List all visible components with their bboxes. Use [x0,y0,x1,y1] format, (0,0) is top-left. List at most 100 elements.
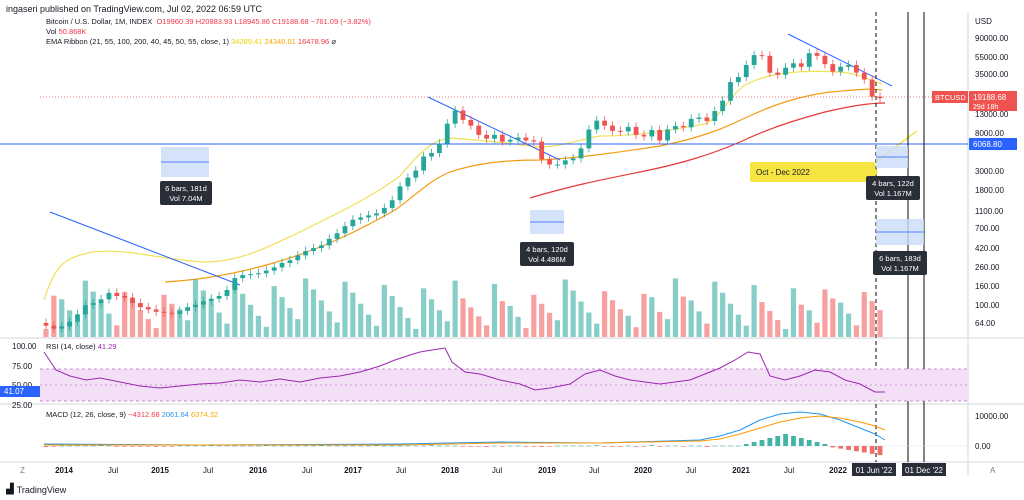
rsi-tick: 100.00 [12,342,37,351]
trendline-2014[interactable] [49,211,241,286]
measure-label-2015-line2: Vol 7.04M [169,194,202,203]
macd-hist-bar [232,445,238,447]
symbol-legend: Bitcoin / U.S. Dollar, 1M, INDEX O19960.… [46,17,371,27]
macd-hist-bar [90,445,96,447]
price-tick: 64.00 [975,319,996,328]
ema-hidden-icon[interactable]: ⌀ [331,37,336,46]
macd-hist-bar [539,446,545,447]
macd-hist-bar [783,434,788,446]
volume-bar [326,311,332,337]
macd-hist-bar [397,445,403,447]
time-tick: 2018 [441,466,459,475]
candles-group[interactable] [43,48,883,333]
candle-body [492,134,497,139]
ema-label[interactable]: EMA Ribbon (21, 55, 100, 200, 40, 45, 50… [46,37,230,46]
auto-scale-icon[interactable]: A [990,466,996,475]
volume-bar [43,329,49,337]
ema-value-3: 16478.96 [297,37,330,46]
time-marker-tag [902,463,946,476]
trendline-2018[interactable] [427,96,561,161]
candle-body [334,233,340,239]
candle-body [515,137,521,140]
brand-footer[interactable]: ▟ TradingView [6,484,66,495]
macd-hist-bar [106,445,112,447]
candle-body [295,255,301,261]
measure-label-2019: 4 bars, 120d Vol 4.486M [520,242,574,266]
candle-body [98,299,104,304]
macd-hist-bar [145,446,151,447]
volume-bar [515,316,521,337]
candle-body [712,111,718,121]
symbol-name[interactable]: Bitcoin / U.S. Dollar, 1M, INDEX [46,17,153,26]
volume-bar [468,307,474,337]
zoom-icon[interactable]: Z [20,466,25,475]
candle-body [523,137,529,141]
candle-body [271,267,277,271]
candle-body [806,53,812,67]
macd-hist-bar [413,445,419,447]
volume-bar [122,292,128,337]
ema-value-1: 34289.41 [231,37,263,46]
rsi-axis[interactable]: 100.00 75.00 50.00 25.00 [12,342,37,410]
macd-hist-bar [350,445,356,447]
rsi-label[interactable]: RSI (14, close) [46,342,96,351]
candle-body [578,148,584,159]
price-tick: 8000.00 [975,129,1004,138]
macd-hist-bar [460,446,466,447]
volume-bar [247,304,254,337]
note-callout[interactable]: Oct - Dec 2022 [750,162,878,182]
macd-hist-bar [122,446,128,447]
macd-hist-bar [712,445,718,447]
rsi-current-value: 41.07 [4,387,25,396]
volume-bar [334,322,340,337]
macd-hist-bar [75,445,80,447]
volume-bar [704,323,710,337]
volume-bar [476,316,482,337]
macd-hist-bar [562,445,568,447]
candle-body [460,110,466,120]
price-tick: 35000.00 [975,70,1009,79]
macd-hist-bar [814,442,820,446]
macd-hist-bar [570,445,576,447]
macd-hist-bar [248,445,253,447]
macd-hist-bar [256,445,261,447]
candle-body [688,118,694,128]
vol-label[interactable]: Vol [46,27,57,36]
macd-hist-bar [665,445,670,447]
volume-bar [594,323,600,337]
volume-bar [790,288,797,337]
rsi-tick: 25.00 [12,401,33,410]
volume-bar [507,305,513,337]
macd-label[interactable]: MACD (12, 26, close, 9) [46,410,127,419]
candle-body [798,63,804,67]
macd-tick: 10000.00 [975,412,1009,421]
measure-label-2015-line1: 6 bars, 181d [165,184,207,193]
volume-bar [177,309,183,337]
macd-hist-bar [759,440,765,446]
candle-body [397,186,403,201]
candle-body [153,309,159,312]
volume-bar [90,291,96,337]
candle-body [728,82,733,101]
volume-bar [342,281,348,337]
ohlc-open: O19960.39 [156,17,194,26]
candle-body [783,67,788,75]
volume-bar [570,290,576,337]
macd-hist-bar [303,445,309,447]
macd-hist-bar [326,445,332,447]
price-axis[interactable]: USD 90000.0055000.0035000.0021000.001300… [975,17,1009,328]
volume-bar [413,329,419,337]
time-axis[interactable]: 2014 Jul 2015 Jul 2016 Jul 2017 Jul 2018 Jul 2019 J… [55,463,946,476]
macd-axis[interactable]: 10000.00 0.00 [975,412,1009,451]
macd-hist-bar [436,445,442,447]
vol-value: 50.868K [58,27,87,36]
measure-label-2019-line1: 4 bars, 120d [526,245,568,254]
price-tick: 260.00 [975,263,1000,272]
volume-bar [389,296,395,337]
candle-body [75,314,80,322]
volume-bar [161,294,167,337]
trendline-2021[interactable] [787,33,893,87]
measure-label-2022a: 4 bars, 122d Vol 1.167M [866,176,920,200]
macd-hist-bar [499,446,505,447]
